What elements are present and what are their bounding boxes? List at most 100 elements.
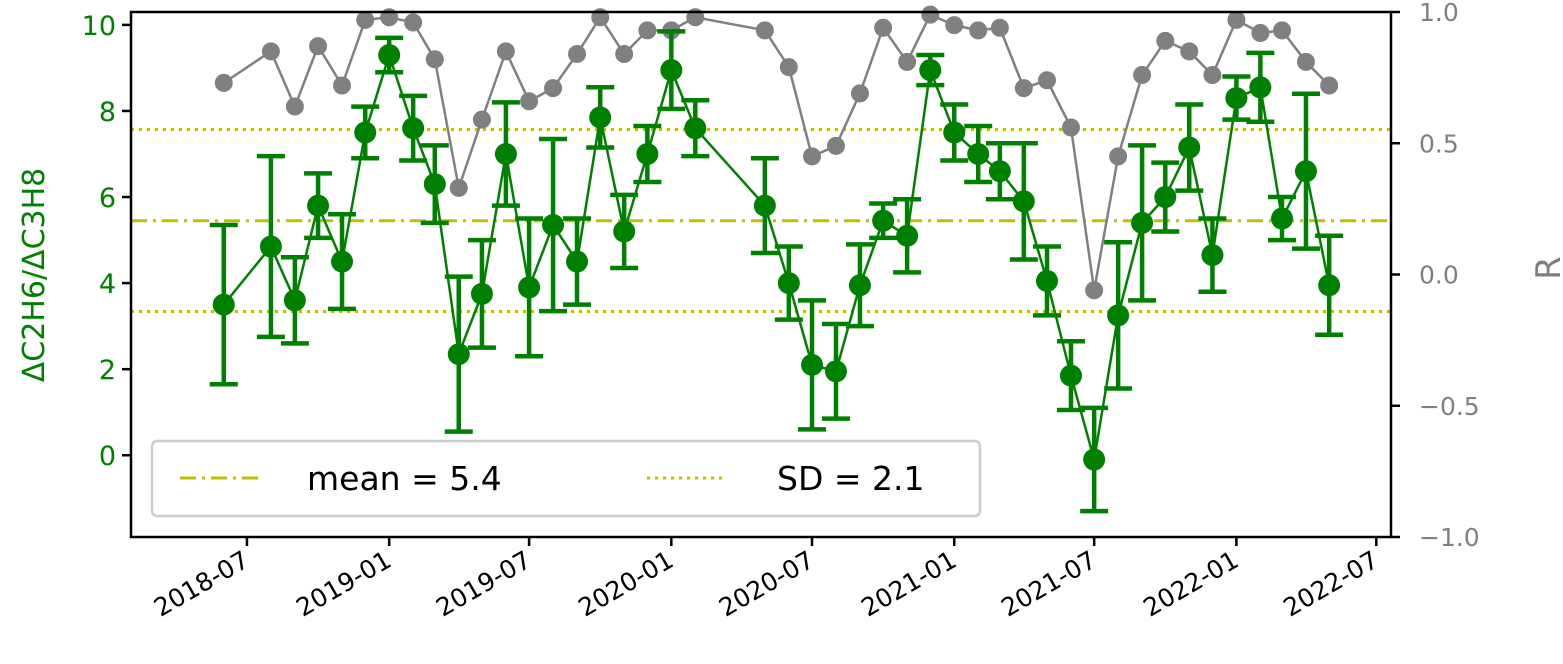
r-point (945, 16, 964, 35)
y-right-tick-label: −0.5 (1419, 392, 1480, 421)
y-left-tick-label: 8 (99, 97, 116, 128)
r-point (1180, 42, 1199, 61)
r-point (309, 37, 328, 56)
r-point (520, 92, 539, 111)
ratio-point (494, 143, 517, 166)
y-right-tick-label: 0.0 (1419, 261, 1459, 290)
r-point (615, 45, 634, 63)
ratio-series (209, 29, 1344, 514)
ratio-point (447, 343, 470, 366)
r-point (826, 136, 845, 155)
x-tick-label: 2020-01 (573, 545, 678, 622)
ratio-series-line (222, 50, 1331, 460)
ratio-point (589, 106, 612, 129)
r-point (779, 58, 798, 77)
y-left-axis: 0 2 4 6 8 10 (82, 11, 131, 472)
y-left-tick-label: 2 (99, 355, 116, 386)
r-point (404, 13, 423, 32)
r-point (1227, 10, 1246, 29)
y-left-tick-label: 6 (99, 183, 116, 214)
ratio-point (919, 59, 942, 82)
ratio-point (1294, 160, 1317, 183)
ratio-point (967, 143, 990, 166)
ratio-point (824, 360, 847, 383)
r-point (1133, 66, 1152, 84)
ratio-point (777, 272, 800, 295)
ratio-point (801, 353, 824, 376)
r-point (755, 21, 774, 40)
legend: mean = 5.4 SD = 2.1 (150, 439, 982, 518)
r-point (496, 42, 515, 61)
y-axis-right-label: R (1529, 256, 1563, 280)
ratio-point (566, 250, 589, 273)
ratio-point (331, 250, 354, 273)
r-point (1085, 281, 1104, 300)
y-right-axis: −1.0 −0.5 0.0 0.5 1.0 (1391, 0, 1480, 552)
r-point (425, 50, 444, 69)
ratio-point (943, 121, 966, 144)
ratio-point (1201, 244, 1224, 267)
r-point (969, 21, 988, 40)
ratio-point (660, 59, 683, 82)
ratio-point (259, 235, 282, 258)
ratio-point (542, 214, 565, 237)
ratio-point (1271, 207, 1294, 230)
legend-box (150, 439, 982, 518)
ratio-point (402, 117, 425, 140)
y-left-tick-label: 4 (99, 269, 116, 300)
r-point (356, 10, 375, 29)
x-tick-label: 2022-01 (1138, 545, 1243, 622)
r-point (472, 110, 491, 129)
legend-mean-label: mean = 5.4 (307, 459, 502, 498)
r-point (544, 79, 563, 98)
r-point (1109, 147, 1128, 166)
ratio-point (848, 274, 871, 297)
r-point (1061, 118, 1080, 137)
x-axis: 2018-07 2019-01 2019-07 2020-01 2020-07 2021-… (149, 537, 1383, 622)
ratio-point (753, 194, 776, 217)
ratio-point (1178, 136, 1201, 159)
ratio-point (1318, 274, 1341, 297)
ratio-point (283, 289, 306, 312)
ratio-point (896, 224, 919, 247)
y-axis-left-label: ΔC2H6/ΔC3H8 (17, 168, 52, 383)
r-point (261, 42, 280, 61)
y-right-tick-label: −1.0 (1419, 523, 1480, 552)
r-point (285, 97, 304, 116)
ratio-point (1059, 364, 1082, 387)
ratio-point (872, 209, 895, 232)
ratio-point (307, 194, 330, 217)
r-point (1273, 21, 1292, 40)
ratio-point (1083, 448, 1106, 471)
ratio-point (1012, 190, 1035, 213)
x-tick-label: 2018-07 (149, 545, 254, 622)
r-point (1251, 24, 1270, 42)
ratio-point (1107, 304, 1130, 327)
r-point (568, 45, 587, 63)
ratio-point (378, 44, 401, 67)
y-left-tick-label: 0 (99, 441, 116, 472)
r-point (990, 18, 1009, 37)
ratio-point (518, 276, 541, 299)
r-point (921, 5, 940, 24)
ratio-point (1225, 87, 1248, 110)
ratio-point (354, 121, 377, 144)
ratio-point (1131, 211, 1154, 234)
y-right-tick-label: 0.5 (1419, 129, 1459, 158)
r-point (1014, 79, 1033, 98)
r-point (1296, 52, 1315, 71)
ratio-point (684, 117, 707, 140)
x-tick-label: 2022-07 (1278, 545, 1383, 622)
legend-sd-label: SD = 2.1 (777, 459, 924, 498)
r-point (874, 18, 893, 37)
y-right-tick-label: 1.0 (1419, 0, 1459, 27)
r-point (214, 73, 233, 92)
ratio-point (1249, 76, 1272, 99)
r-point (850, 84, 869, 103)
r-point (638, 21, 657, 40)
ratio-point (470, 282, 493, 305)
ratio-point (1154, 186, 1177, 209)
ratio-point (212, 293, 235, 316)
ratio-point (988, 160, 1011, 183)
